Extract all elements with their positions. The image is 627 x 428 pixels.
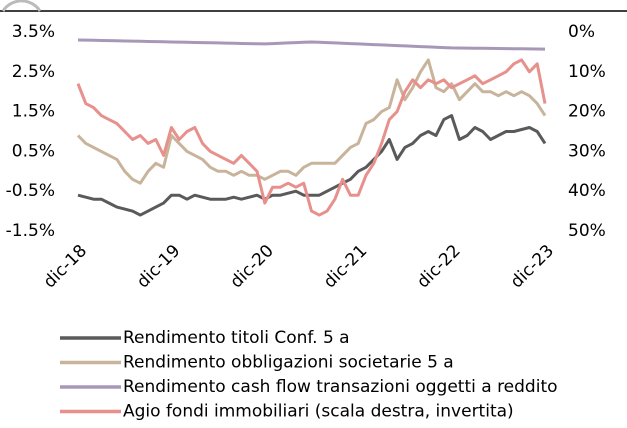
legend-label: Rendimento cash flow transazioni oggetti… bbox=[123, 377, 558, 397]
series-line bbox=[76, 58, 547, 217]
legend-label: Rendimento obbligazioni societarie 5 a bbox=[123, 353, 454, 373]
x-tick-label: dic-18 bbox=[40, 241, 91, 292]
legend-label: Rendimento titoli Conf. 5 a bbox=[123, 328, 350, 348]
y-tick-label: 2.5% bbox=[12, 62, 55, 82]
y-tick-label: -0.5% bbox=[6, 181, 55, 201]
y-tick-label: 3.5% bbox=[12, 22, 55, 42]
y-tick-label: 1.5% bbox=[12, 102, 55, 122]
y2-tick-label: 0% bbox=[568, 22, 595, 42]
logo-arc bbox=[1, 0, 42, 12]
y2-tick-label: 50% bbox=[568, 221, 606, 241]
y-tick-label: -1.5% bbox=[6, 221, 55, 241]
legend-label: Agio fondi immobiliari (scala destra, in… bbox=[123, 402, 514, 422]
series-line bbox=[76, 58, 547, 185]
y2-tick-label: 20% bbox=[568, 102, 606, 122]
series-line bbox=[77, 38, 546, 51]
y2-tick-label: 10% bbox=[568, 62, 606, 82]
y-tick-label: 0.5% bbox=[12, 141, 55, 161]
x-tick-label: dic-23 bbox=[507, 241, 558, 292]
x-tick-label: dic-21 bbox=[320, 241, 371, 292]
y2-tick-label: 40% bbox=[568, 181, 606, 201]
x-tick-label: dic-20 bbox=[227, 241, 278, 292]
x-tick-label: dic-19 bbox=[133, 241, 184, 292]
y2-tick-label: 30% bbox=[568, 141, 606, 161]
x-tick-label: dic-22 bbox=[413, 241, 464, 292]
series-line bbox=[77, 114, 547, 217]
